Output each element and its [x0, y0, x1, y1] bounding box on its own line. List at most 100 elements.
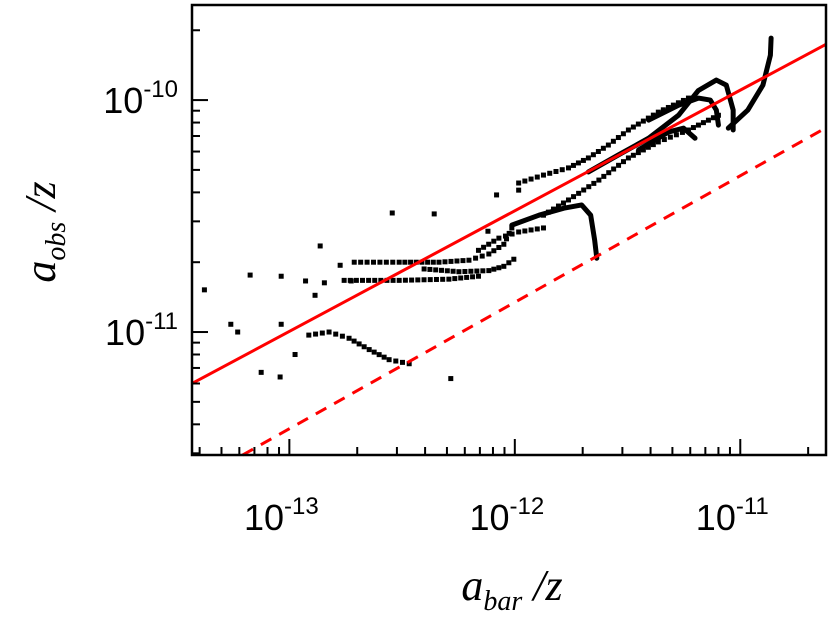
data-point [680, 97, 686, 103]
data-point [522, 178, 528, 184]
data-point [565, 165, 571, 171]
data-point [600, 145, 606, 151]
data-point [616, 162, 622, 168]
data-point [450, 268, 456, 274]
data-point [595, 148, 601, 154]
data-point [468, 268, 474, 274]
data-curve [725, 35, 774, 131]
data-point [475, 247, 481, 253]
data-point [667, 134, 673, 140]
data-point [408, 259, 414, 265]
data-point [528, 227, 534, 233]
data-point [585, 155, 591, 161]
data-point [381, 354, 387, 360]
data-point [406, 361, 412, 367]
data-point [491, 248, 497, 254]
data-point [277, 374, 283, 380]
data-point [456, 269, 462, 275]
data-point [431, 211, 437, 217]
tick-base: 10 [105, 312, 145, 353]
data-point [685, 95, 691, 101]
data-point [501, 263, 507, 269]
data-point [474, 268, 480, 274]
data-point [415, 277, 421, 283]
data-point [565, 197, 571, 203]
y-tick-label: 10-11 [105, 308, 178, 353]
data-point [371, 349, 377, 355]
data-point [586, 184, 592, 190]
data-point [630, 124, 636, 130]
data-point [575, 160, 581, 166]
data-point [553, 168, 559, 174]
data-point [466, 257, 472, 263]
data-point [475, 273, 481, 279]
data-point [630, 152, 636, 158]
data-point [425, 259, 431, 265]
data-point [460, 258, 466, 264]
data-point [346, 335, 352, 341]
data-point [386, 357, 392, 363]
data-point [399, 359, 405, 365]
x-axis-label: abar /z [461, 561, 562, 617]
data-point [506, 230, 512, 236]
data-point [655, 139, 661, 145]
data-point [440, 276, 446, 282]
data-point [359, 277, 365, 283]
data-point [372, 277, 378, 283]
data-point [303, 278, 309, 284]
data-point [511, 256, 517, 262]
data-point [635, 150, 641, 156]
x-tick-labels: 10-13 10-12 10-11 [244, 493, 769, 538]
data-point [458, 275, 464, 281]
data-point [496, 265, 502, 271]
data-point [421, 277, 427, 283]
data-point [534, 174, 540, 180]
data-point [486, 268, 492, 274]
data-point [442, 259, 448, 265]
data-point [571, 194, 577, 200]
data-point [321, 280, 327, 286]
data-point [376, 352, 382, 358]
data-point [361, 344, 367, 350]
data-point [555, 203, 561, 209]
data-point [559, 167, 565, 173]
data-point [409, 277, 415, 283]
data-point [695, 122, 701, 128]
data-point [640, 147, 646, 153]
data-point [480, 268, 486, 274]
data-point [433, 276, 439, 282]
data-point [446, 276, 452, 282]
data-point [341, 277, 347, 283]
data-point [605, 142, 611, 148]
data-point [439, 267, 445, 273]
data-point [528, 176, 534, 182]
x-tick-label: 10-11 [696, 493, 769, 538]
data-point [317, 243, 323, 249]
data-point [358, 259, 364, 265]
data-point [661, 137, 667, 143]
data-point [389, 210, 395, 216]
solid-relation-line [191, 42, 827, 385]
y-axis-label: aobs /z [16, 181, 72, 282]
data-point [347, 277, 353, 283]
data-point [611, 166, 617, 172]
tick-base: 10 [696, 497, 736, 538]
data-point [640, 118, 646, 124]
tick-exponent: -10 [143, 76, 178, 103]
data-point [516, 187, 522, 193]
data-point [540, 172, 546, 178]
data-point [436, 259, 442, 265]
data-point [351, 338, 357, 344]
data-point [247, 272, 253, 278]
data-point [700, 120, 706, 126]
data-point [560, 200, 566, 206]
data-point [258, 369, 264, 375]
data-point [383, 259, 389, 265]
data-point [402, 259, 408, 265]
data-point [235, 329, 241, 335]
data-point [679, 129, 685, 135]
data-point [486, 251, 492, 257]
data-point [690, 125, 696, 131]
